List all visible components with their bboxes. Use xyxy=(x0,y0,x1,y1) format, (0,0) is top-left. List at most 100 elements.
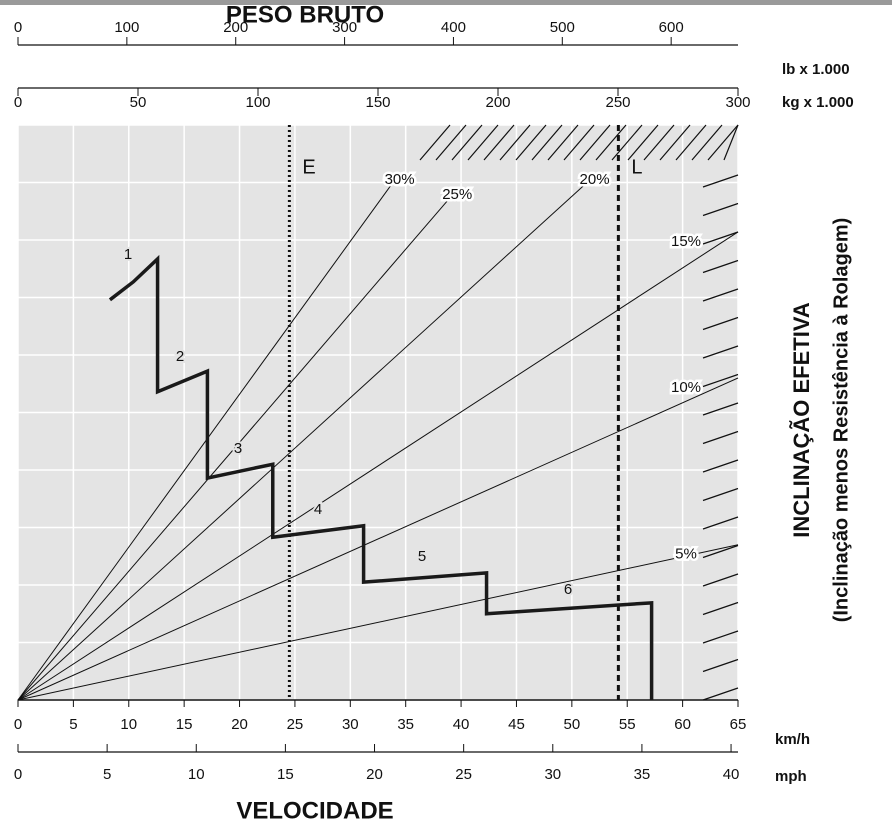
tick-label: 500 xyxy=(550,19,575,36)
tick-label: 25 xyxy=(287,716,304,733)
hatch xyxy=(702,174,739,188)
hatch xyxy=(702,630,739,644)
tick-label: 0 xyxy=(14,94,22,111)
tick-label: 10 xyxy=(120,716,137,733)
tick-label: 400 xyxy=(441,19,466,36)
tick-label: 50 xyxy=(130,94,147,111)
tick-label: 5 xyxy=(69,716,77,733)
hatch xyxy=(675,124,707,161)
tick-label: 40 xyxy=(453,716,470,733)
hatch xyxy=(579,124,611,161)
hatch xyxy=(702,430,739,445)
gear-curve xyxy=(108,254,654,700)
tick-label: 5 xyxy=(103,766,111,783)
gear-label: 4 xyxy=(314,501,322,518)
hatch xyxy=(595,124,627,161)
hatch xyxy=(702,573,739,587)
gear-label: 2 xyxy=(176,348,184,365)
tick-label: 50 xyxy=(564,716,581,733)
hatch xyxy=(702,373,739,388)
gear-label: 3 xyxy=(234,440,242,457)
tick-label: 0 xyxy=(14,716,22,733)
hatch xyxy=(702,459,739,473)
tick-label: 55 xyxy=(619,716,636,733)
tick-label: 60 xyxy=(674,716,691,733)
axis-unit: mph xyxy=(775,768,807,785)
hatch xyxy=(643,124,675,161)
axis-unit: kg x 1.000 xyxy=(782,94,854,111)
hatch xyxy=(702,202,739,217)
gear-label: 6 xyxy=(564,581,572,598)
hatch xyxy=(702,316,739,331)
tick-label: 200 xyxy=(485,94,510,111)
gear-label: 1 xyxy=(124,246,132,263)
tick-label: 0 xyxy=(14,19,22,36)
tick-label: 35 xyxy=(634,766,651,783)
hatch xyxy=(702,601,739,616)
hatch xyxy=(702,687,739,701)
tick-label: 65 xyxy=(730,716,747,733)
grade-label: 30% xyxy=(385,171,415,188)
chart-title: PESO BRUTO xyxy=(226,1,384,28)
tick-label: 40 xyxy=(723,766,740,783)
grade-line xyxy=(17,377,739,701)
tick-label: 45 xyxy=(508,716,525,733)
tick-label: 0 xyxy=(14,766,22,783)
tick-label: 100 xyxy=(114,19,139,36)
hatch xyxy=(547,124,579,161)
gear-label: 5 xyxy=(418,548,426,565)
tick-label: 10 xyxy=(188,766,205,783)
tick-label: 15 xyxy=(277,766,294,783)
hatch xyxy=(723,124,739,161)
hatch xyxy=(563,124,595,161)
tick-label: 25 xyxy=(455,766,472,783)
tick-label: 300 xyxy=(725,94,750,111)
grade-label: 15% xyxy=(671,233,701,250)
tick-label: 20 xyxy=(231,716,248,733)
tick-label: 30 xyxy=(342,716,359,733)
hatch xyxy=(531,124,563,161)
grade-line xyxy=(17,194,453,701)
tick-label: 200 xyxy=(223,19,248,36)
tick-label: 600 xyxy=(659,19,684,36)
grade-line xyxy=(17,179,590,701)
hatch xyxy=(691,124,723,161)
hatch xyxy=(702,259,739,274)
hatch xyxy=(467,124,499,161)
hatch xyxy=(707,124,739,161)
hatch xyxy=(702,487,739,502)
hatch xyxy=(702,402,739,416)
tick-label: 20 xyxy=(366,766,383,783)
x-axis-title: VELOCIDADE xyxy=(236,797,393,824)
hatch xyxy=(702,544,739,559)
tick-label: 150 xyxy=(365,94,390,111)
tick-label: 250 xyxy=(605,94,630,111)
axis-unit: km/h xyxy=(775,731,810,748)
hatch xyxy=(702,345,739,359)
axis-unit: lb x 1.000 xyxy=(782,61,850,78)
top-bar xyxy=(0,0,892,5)
hatch xyxy=(627,124,659,161)
hatch xyxy=(659,124,691,161)
marker-label: E xyxy=(302,156,315,178)
tick-label: 100 xyxy=(245,94,270,111)
tick-label: 300 xyxy=(332,19,357,36)
y-axis-note: (Inclinação menos Resistência à Rolagem) xyxy=(830,218,852,623)
hatch xyxy=(499,124,531,161)
hatch xyxy=(451,124,483,161)
hatch xyxy=(419,124,451,161)
grade-label: 25% xyxy=(442,186,472,203)
grade-label: 10% xyxy=(671,379,701,396)
hatch xyxy=(702,288,739,302)
hatch xyxy=(611,124,643,161)
hatch xyxy=(702,516,739,530)
hatch xyxy=(515,124,547,161)
y-axis-title: INCLINAÇÃO EFETIVA xyxy=(789,302,814,538)
hatch xyxy=(435,124,467,161)
marker-label: L xyxy=(631,156,642,178)
tick-label: 15 xyxy=(176,716,193,733)
tick-label: 30 xyxy=(544,766,561,783)
hatch xyxy=(702,658,739,673)
hatch xyxy=(483,124,515,161)
